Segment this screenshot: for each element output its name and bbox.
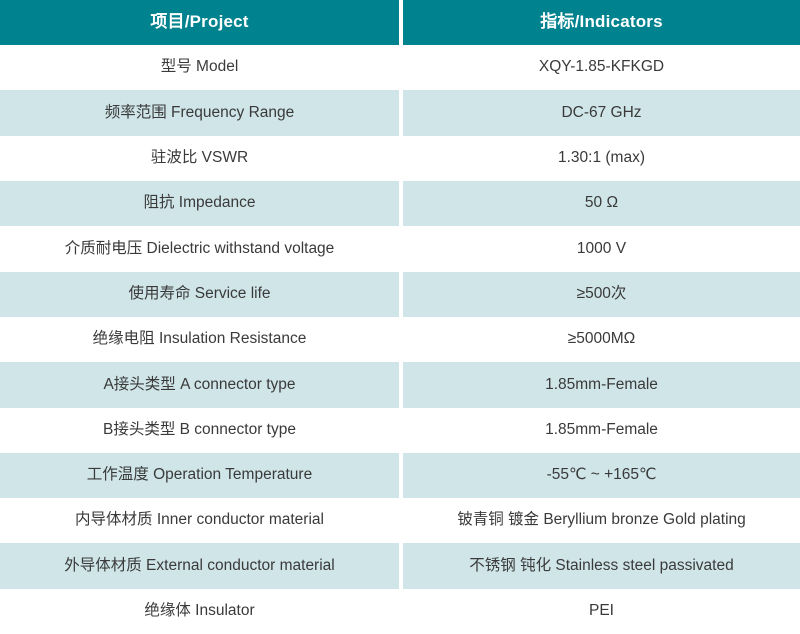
indicator-cell: DC-67 GHz	[403, 90, 800, 136]
indicator-cell: ≥500次	[403, 271, 800, 317]
table-row: 频率范围 Frequency Range DC-67 GHz	[0, 90, 800, 136]
indicator-cell: ≥5000MΩ	[403, 316, 800, 363]
indicator-cell: 1000 V	[403, 226, 800, 272]
table-row: A接头类型 A connector type 1.85mm-Female	[0, 362, 800, 408]
project-cell: 内导体材质 Inner conductor material	[0, 498, 399, 544]
header-indicators: 指标/Indicators	[403, 0, 800, 45]
indicator-cell: 1.85mm-Female	[403, 407, 800, 453]
header-project: 项目/Project	[0, 0, 399, 45]
table-row: 工作温度 Operation Temperature -55℃ ~ +165℃	[0, 452, 800, 499]
indicator-cell: XQY-1.85-KFKGD	[403, 45, 800, 91]
table-row: 使用寿命 Service life ≥500次	[0, 271, 800, 317]
indicator-cell: 铍青铜 镀金 Beryllium bronze Gold plating	[403, 498, 800, 544]
table-row: 外导体材质 External conductor material 不锈钢 钝化…	[0, 543, 800, 589]
table-row: 驻波比 VSWR 1.30:1 (max)	[0, 135, 800, 181]
table-row: 介质耐电压 Dielectric withstand voltage 1000 …	[0, 226, 800, 272]
table-header-row: 项目/Project 指标/Indicators	[0, 0, 800, 45]
table-row: 绝缘电阻 Insulation Resistance ≥5000MΩ	[0, 316, 800, 363]
table-row: 内导体材质 Inner conductor material 铍青铜 镀金 Be…	[0, 498, 800, 544]
project-cell: 绝缘电阻 Insulation Resistance	[0, 316, 399, 363]
project-cell: A接头类型 A connector type	[0, 362, 399, 408]
project-cell: 介质耐电压 Dielectric withstand voltage	[0, 226, 399, 272]
project-cell: 驻波比 VSWR	[0, 135, 399, 181]
project-cell: 绝缘体 Insulator	[0, 588, 399, 634]
project-cell: 使用寿命 Service life	[0, 271, 399, 317]
indicator-cell: 不锈钢 钝化 Stainless steel passivated	[403, 543, 800, 589]
indicator-cell: -55℃ ~ +165℃	[403, 452, 800, 499]
project-cell: 阻抗 Impedance	[0, 180, 399, 227]
indicator-cell: 1.85mm-Female	[403, 362, 800, 408]
project-cell: 型号 Model	[0, 45, 399, 91]
table-row: 阻抗 Impedance 50 Ω	[0, 180, 800, 227]
indicator-cell: 1.30:1 (max)	[403, 135, 800, 181]
indicator-cell: PEI	[403, 588, 800, 634]
table-row: B接头类型 B connector type 1.85mm-Female	[0, 407, 800, 453]
project-cell: 频率范围 Frequency Range	[0, 90, 399, 136]
project-cell: 外导体材质 External conductor material	[0, 543, 399, 589]
table-row: 绝缘体 Insulator PEI	[0, 588, 800, 634]
table-row: 型号 Model XQY-1.85-KFKGD	[0, 45, 800, 91]
project-cell: 工作温度 Operation Temperature	[0, 452, 399, 499]
indicator-cell: 50 Ω	[403, 180, 800, 227]
project-cell: B接头类型 B connector type	[0, 407, 399, 453]
